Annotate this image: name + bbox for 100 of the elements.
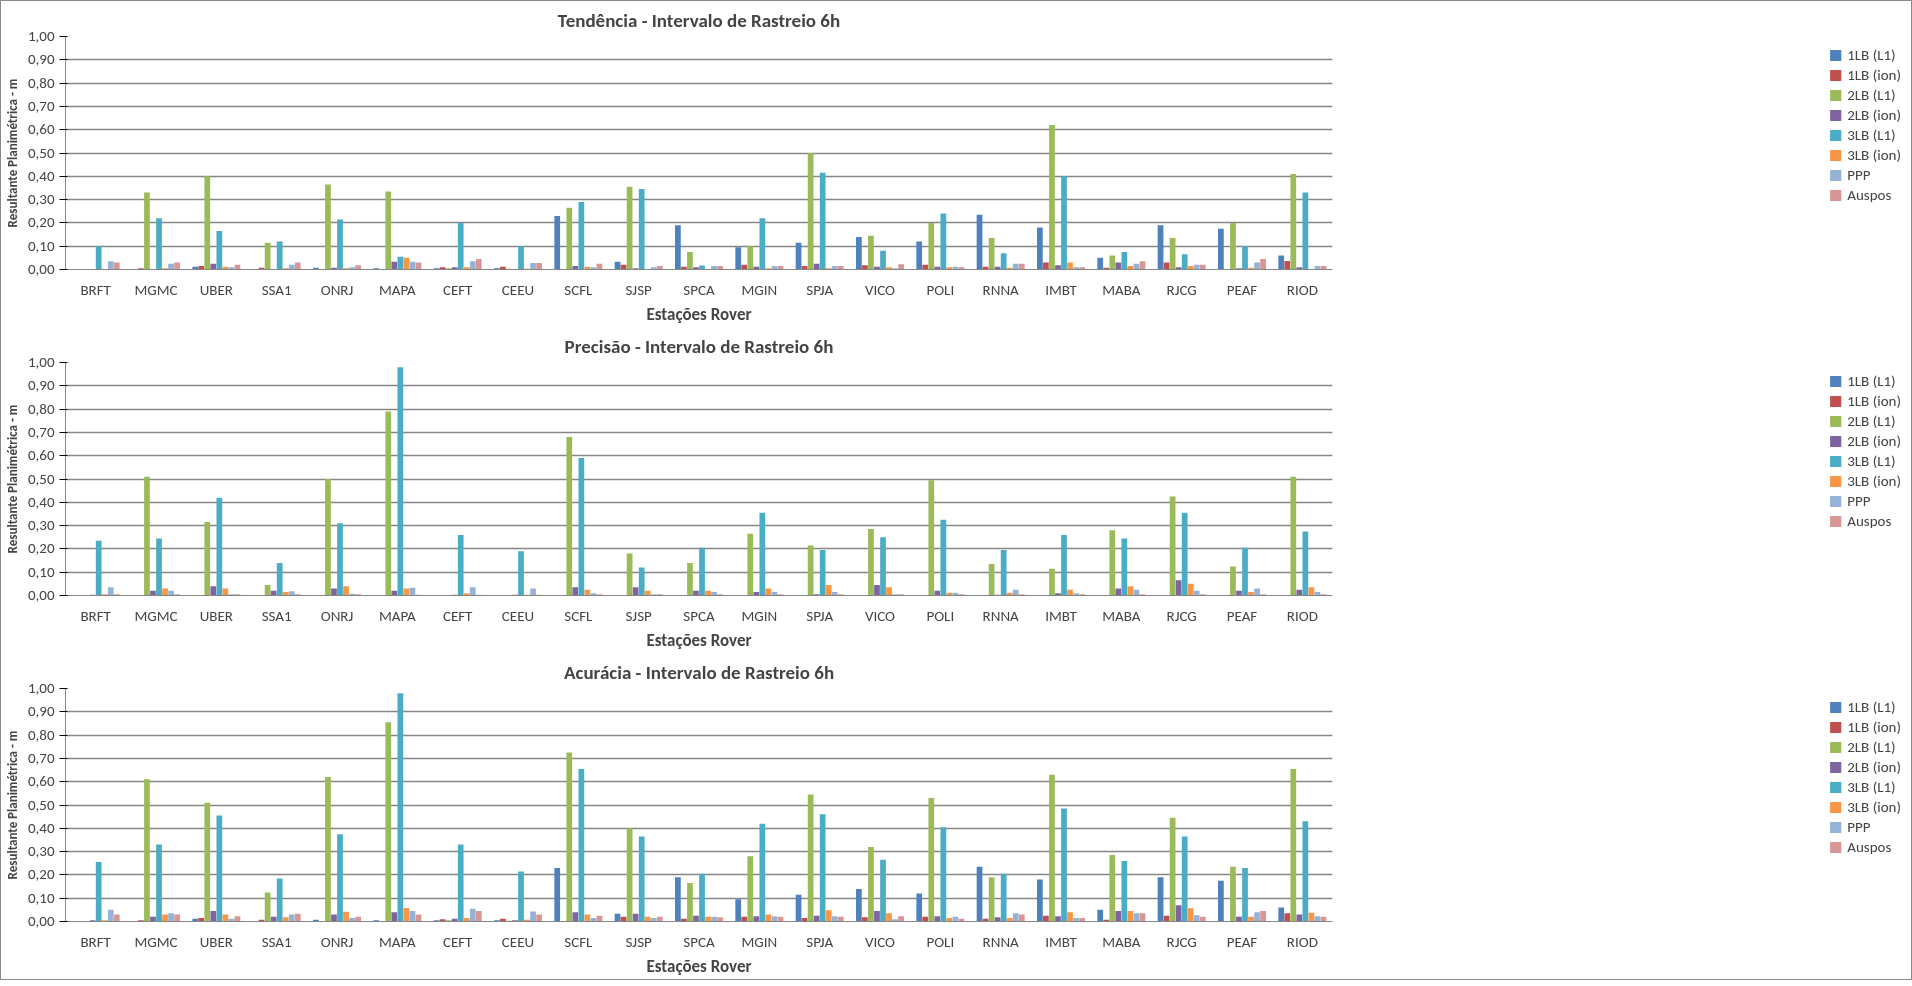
legend-label: 2LB (ion) xyxy=(1847,106,1901,124)
y-tick-label: 0,90 xyxy=(27,702,55,721)
y-tick-label: 0,60 xyxy=(27,446,55,465)
y-tick-label: 0,60 xyxy=(27,772,55,791)
x-tick-label: RNNA xyxy=(982,606,1020,625)
x-tick-label: POLI xyxy=(926,280,955,299)
y-tick-label: 0,40 xyxy=(27,818,55,837)
y-axis-title: Resultante Planimétrica - m xyxy=(4,730,20,880)
x-tick-label: RJCG xyxy=(1166,932,1197,951)
y-tick-label: 0,20 xyxy=(27,213,55,232)
chart-title: Tendência - Intervalo de Rastreio 6h xyxy=(557,8,841,32)
legend-label: 1LB (L1) xyxy=(1847,46,1896,64)
x-tick-label: VICO xyxy=(864,280,896,299)
y-tick-label: 0,80 xyxy=(27,399,55,418)
x-tick-label: MABA xyxy=(1102,280,1141,299)
x-tick-label: IMBT xyxy=(1045,606,1078,625)
x-tick-label: BRFT xyxy=(80,932,112,951)
x-tick-label: CEFT xyxy=(442,280,474,299)
x-tick-label: PEAF xyxy=(1226,932,1258,951)
y-tick-label: 0,50 xyxy=(27,795,55,814)
x-tick-label: VICO xyxy=(864,932,896,951)
legend-label: 2LB (ion) xyxy=(1847,432,1901,450)
x-tick-label: MGMC xyxy=(134,932,178,951)
x-tick-label: SPJA xyxy=(806,280,834,299)
x-tick-label: RNNA xyxy=(982,280,1020,299)
x-tick-label: MGMC xyxy=(134,280,178,299)
x-tick-label: POLI xyxy=(926,932,955,951)
y-tick-label: 0,10 xyxy=(27,236,55,255)
legend-label: 3LB (ion) xyxy=(1847,472,1901,490)
x-tick-label: RIOD xyxy=(1286,606,1318,625)
x-tick-label: SPJA xyxy=(806,932,834,951)
x-tick-label: MAPA xyxy=(378,280,417,299)
x-tick-label: MABA xyxy=(1102,606,1141,625)
y-tick-label: 0,70 xyxy=(27,422,55,441)
legend-label: PPP xyxy=(1847,166,1871,184)
legend-label: 3LB (L1) xyxy=(1847,778,1896,796)
y-tick-label: 1,00 xyxy=(27,27,55,45)
chart-title: Precisão - Intervalo de Rastreio 6h xyxy=(564,334,834,358)
y-tick-label: 0,90 xyxy=(27,376,55,395)
x-tick-label: RIOD xyxy=(1286,932,1318,951)
y-tick-label: 1,00 xyxy=(27,353,55,371)
y-tick-label: 0,40 xyxy=(27,492,55,511)
x-tick-label: UBER xyxy=(199,606,233,625)
x-tick-label: SSA1 xyxy=(261,606,292,625)
y-tick-label: 0,00 xyxy=(27,260,55,278)
legend-label: 1LB (ion) xyxy=(1847,392,1901,410)
y-tick-label: 0,50 xyxy=(27,143,55,162)
y-axis-title: Resultante Planimétrica - m xyxy=(4,78,20,228)
x-tick-label: UBER xyxy=(199,932,233,951)
y-tick-label: 0,30 xyxy=(27,842,55,861)
legend-label: Auspos xyxy=(1847,186,1892,204)
x-tick-label: SJSP xyxy=(625,932,653,951)
x-tick-label: SPJA xyxy=(806,606,834,625)
x-tick-label: BRFT xyxy=(80,280,112,299)
y-tick-label: 0,10 xyxy=(27,888,55,907)
legend-label: 1LB (L1) xyxy=(1847,698,1896,716)
x-tick-label: SCFL xyxy=(564,606,594,625)
x-tick-label: PEAF xyxy=(1226,280,1258,299)
x-tick-label: MGIN xyxy=(741,606,778,625)
x-tick-label: ONRJ xyxy=(320,606,354,625)
y-tick-label: 0,30 xyxy=(27,516,55,535)
y-tick-label: 0,80 xyxy=(27,725,55,744)
x-tick-label: RJCG xyxy=(1166,606,1197,625)
y-tick-label: 0,60 xyxy=(27,120,55,139)
x-tick-label: BRFT xyxy=(80,606,112,625)
x-tick-label: SJSP xyxy=(625,606,653,625)
legend-label: 3LB (ion) xyxy=(1847,798,1901,816)
legend-label: 1LB (L1) xyxy=(1847,372,1896,390)
x-tick-label: ONRJ xyxy=(320,280,354,299)
x-tick-label: PEAF xyxy=(1226,606,1258,625)
y-tick-label: 0,90 xyxy=(27,50,55,69)
x-tick-label: POLI xyxy=(926,606,955,625)
legend-label: 3LB (L1) xyxy=(1847,452,1896,470)
x-tick-label: MGIN xyxy=(741,932,778,951)
y-tick-label: 0,40 xyxy=(27,166,55,185)
legend-label: Auspos xyxy=(1847,838,1892,856)
legend-label: PPP xyxy=(1847,492,1871,510)
x-tick-label: RNNA xyxy=(982,932,1020,951)
legend-label: Auspos xyxy=(1847,512,1892,530)
x-axis-title: Estações Rover xyxy=(646,629,752,651)
x-tick-label: CEEU xyxy=(501,280,535,299)
x-axis-title: Estações Rover xyxy=(646,303,752,325)
x-tick-label: IMBT xyxy=(1045,280,1078,299)
x-tick-label: IMBT xyxy=(1045,932,1078,951)
x-tick-label: SSA1 xyxy=(261,932,292,951)
y-tick-label: 0,30 xyxy=(27,190,55,209)
x-tick-label: SPCA xyxy=(683,280,715,299)
x-tick-label: CEEU xyxy=(501,606,535,625)
x-tick-label: RJCG xyxy=(1166,280,1197,299)
legend-label: 2LB (L1) xyxy=(1847,412,1896,430)
y-tick-label: 1,00 xyxy=(27,679,55,697)
legend-label: 1LB (ion) xyxy=(1847,66,1901,84)
x-tick-label: MAPA xyxy=(378,932,417,951)
x-tick-label: CEFT xyxy=(442,606,474,625)
chart-title: Acurácia - Intervalo de Rastreio 6h xyxy=(563,660,835,684)
x-tick-label: ONRJ xyxy=(320,932,354,951)
x-tick-label: UBER xyxy=(199,280,233,299)
x-tick-label: MABA xyxy=(1102,932,1141,951)
x-tick-label: MGIN xyxy=(741,280,778,299)
x-tick-label: SCFL xyxy=(564,280,594,299)
